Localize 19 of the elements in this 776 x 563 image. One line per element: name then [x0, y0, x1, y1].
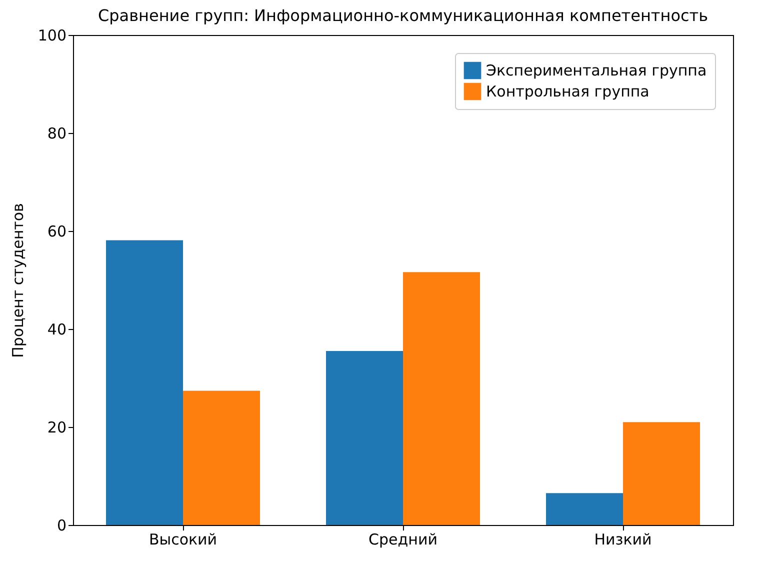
chart-title: Сравнение групп: Информационно-коммуникационная компетентность: [98, 6, 708, 25]
x-tick-label: Высокий: [148, 530, 218, 548]
y-tick-label: 100: [38, 26, 66, 44]
y-tick-label: 20: [47, 418, 66, 436]
legend-label: Контрольная группа: [486, 82, 650, 100]
y-axis-title: Процент студентов: [8, 203, 27, 358]
x-tick-label: Низкий: [594, 530, 652, 548]
y-tick-label: 0: [56, 516, 66, 534]
y-tick-label: 60: [47, 222, 66, 240]
y-tick-label: 40: [47, 320, 66, 338]
y-tick-label: 80: [47, 124, 66, 142]
bar: [403, 272, 480, 525]
bar: [623, 422, 700, 525]
bar: [326, 351, 403, 525]
legend-label: Экспериментальная группа: [486, 62, 707, 80]
x-tick-label: Средний: [368, 530, 438, 548]
bar: [183, 390, 260, 525]
bar: [106, 240, 183, 525]
bar: [546, 493, 623, 525]
